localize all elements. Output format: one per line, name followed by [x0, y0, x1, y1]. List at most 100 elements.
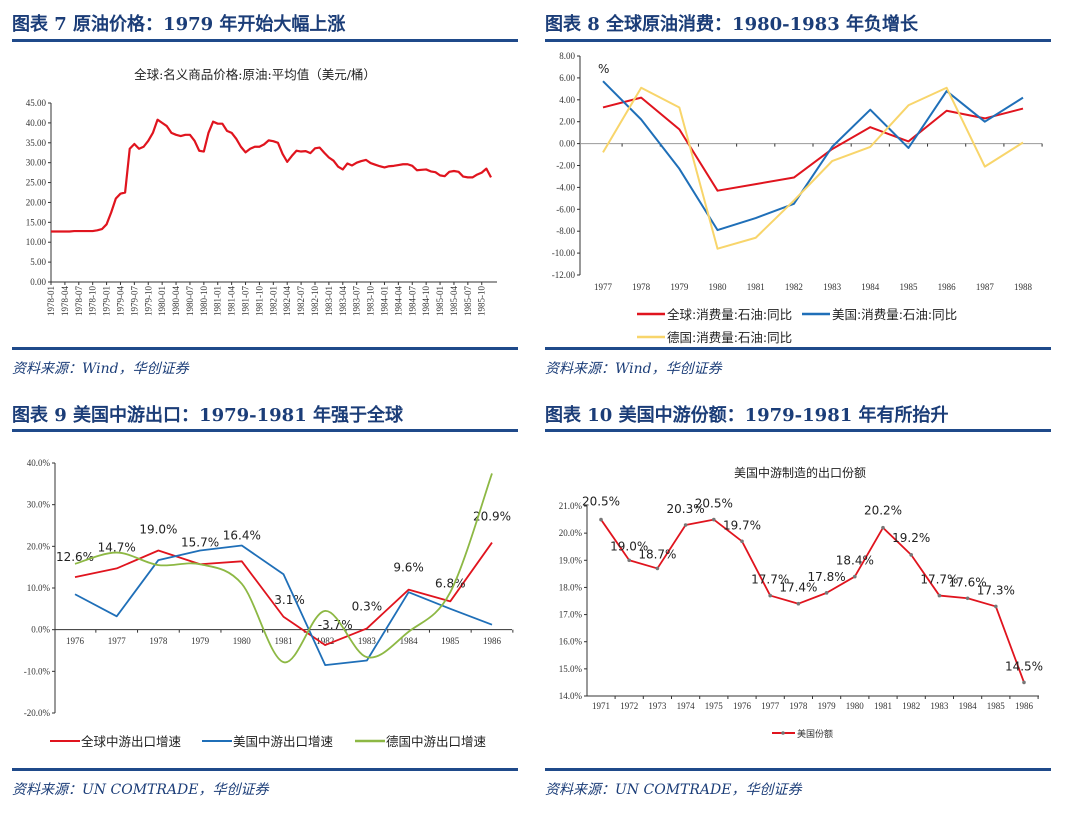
data-point	[683, 523, 688, 527]
series-line	[51, 118, 492, 233]
x-tick-label: 1978	[149, 636, 168, 646]
x-tick-label: 1982	[785, 282, 803, 292]
legend-label: 美国:消费量:石油:同比	[832, 307, 957, 322]
data-point	[853, 574, 857, 579]
data-label: 17.7%	[751, 573, 789, 587]
x-tick-label: 1976	[66, 636, 85, 646]
y-tick-label: 8.00	[559, 51, 575, 61]
x-tick-label: 1984	[400, 636, 419, 646]
y-tick-label: 0.0%	[31, 625, 50, 635]
figure-7-source: 资料来源：Wind，华创证券	[12, 361, 189, 377]
x-tick-label: 1977	[108, 636, 127, 646]
y-tick-label: 0.00	[559, 139, 575, 149]
y-tick-label: 14.0%	[559, 691, 583, 701]
series-line	[602, 96, 1024, 192]
x-tick-label: 1983	[930, 701, 949, 711]
data-label: 17.3%	[977, 583, 1015, 597]
data-label: 9.6%	[393, 561, 424, 575]
data-label: 0.3%	[352, 599, 383, 613]
chart-8-legend: 全球:消费量:石油:同比 美国:消费量:石油:同比 德国:消费量:石油:同比	[637, 307, 957, 345]
data-point	[768, 593, 772, 598]
data-label: 17.4%	[779, 581, 817, 595]
data-label: 3.1%	[274, 593, 305, 607]
y-tick-label: -8.00	[556, 226, 575, 236]
legend-label: 德国:消费量:石油:同比	[667, 330, 792, 345]
data-label: 20.5%	[695, 497, 733, 511]
figure-8-title: 图表 8 全球原油消费：1980-1983 年负增长	[545, 14, 918, 35]
data-label: 14.7%	[98, 540, 136, 554]
y-tick-label: 25.00	[26, 178, 47, 188]
title-divider	[545, 429, 1051, 432]
x-tick-label: 1983-07	[352, 286, 362, 316]
y-tick-label: 20.0%	[559, 528, 583, 538]
data-label: 18.4%	[836, 554, 874, 568]
x-tick-label: 1985-04	[449, 286, 459, 316]
source-divider	[12, 347, 518, 350]
x-tick-label: 1987	[976, 282, 995, 292]
x-tick-label: 1980	[709, 282, 728, 292]
data-point	[712, 517, 716, 522]
data-label: 16.4%	[223, 528, 261, 542]
x-tick-label: 1978-01	[46, 286, 56, 316]
x-tick-label: 1982-01	[268, 286, 278, 316]
x-tick-label: 1986	[1015, 701, 1034, 711]
y-tick-label: 6.00	[559, 73, 575, 83]
x-tick-label: 1978	[632, 282, 651, 292]
figure-9-title: 图表 9 美国中游出口：1979-1981 年强于全球	[12, 405, 403, 426]
y-tick-label: -20.0%	[24, 708, 51, 718]
x-tick-label: 1974	[677, 701, 696, 711]
x-tick-label: 1983	[823, 282, 842, 292]
x-tick-label: 1975	[705, 701, 724, 711]
y-tick-label: 35.00	[26, 138, 47, 148]
x-tick-label: 1981	[275, 636, 293, 646]
x-tick-label: 1984-10	[421, 286, 431, 316]
x-tick-label: 1980	[846, 701, 865, 711]
y-tick-label: -12.00	[552, 270, 576, 280]
x-tick-label: 1984	[861, 282, 880, 292]
x-tick-label: 1982-10	[310, 286, 320, 316]
x-tick-label: 1976	[733, 701, 752, 711]
data-label: 17.8%	[808, 570, 846, 584]
data-label: 19.7%	[723, 518, 761, 532]
y-tick-label: 17.0%	[559, 610, 583, 620]
data-point	[909, 553, 913, 557]
y-tick-label: 5.00	[30, 257, 46, 267]
data-label: 19.2%	[892, 531, 930, 545]
y-tick-label: -6.00	[556, 204, 575, 214]
y-tick-label: 10.0%	[27, 583, 51, 593]
figure-10-source: 资料来源：UN COMTRADE，华创证券	[545, 782, 802, 798]
data-label: 14.5%	[1005, 659, 1043, 673]
legend-label: 美国份额	[797, 728, 833, 740]
data-point	[994, 604, 998, 609]
data-label: 17.6%	[949, 575, 987, 589]
x-tick-label: 1978-07	[74, 286, 84, 316]
chart-7-title: 全球:名义商品价格:原油:平均值（美元/桶）	[134, 67, 376, 82]
figure-7-title: 图表 7 原油价格：1979 年开始大幅上涨	[12, 14, 346, 35]
data-label: 17.7%	[920, 573, 958, 587]
x-tick-label: 1981	[874, 701, 892, 711]
data-point	[881, 525, 885, 530]
x-tick-label: 1980-10	[199, 286, 209, 316]
x-tick-label: 1981-01	[213, 286, 223, 316]
x-tick-label: 1980-01	[157, 286, 167, 316]
x-tick-label: 1979-07	[129, 286, 139, 316]
x-tick-label: 1980-04	[171, 286, 181, 316]
y-tick-label: 30.00	[26, 158, 47, 168]
data-point	[599, 517, 603, 522]
title-divider	[545, 39, 1051, 42]
y-tick-label: 20.00	[26, 197, 47, 207]
y-tick-label: -10.00	[552, 248, 576, 258]
x-tick-label: 1981-04	[227, 286, 237, 316]
chart-8-ylabel: %	[598, 62, 609, 76]
x-tick-label: 1985-07	[463, 286, 473, 316]
x-tick-label: 1981	[747, 282, 765, 292]
x-tick-label: 1979	[670, 282, 689, 292]
x-tick-label: 1979	[818, 701, 837, 711]
data-point	[796, 601, 801, 606]
y-tick-label: 2.00	[559, 117, 575, 127]
x-tick-label: 1977	[594, 282, 613, 292]
y-tick-label: 19.0%	[559, 555, 583, 565]
x-tick-label: 1980	[233, 636, 252, 646]
x-tick-label: 1977	[761, 701, 780, 711]
